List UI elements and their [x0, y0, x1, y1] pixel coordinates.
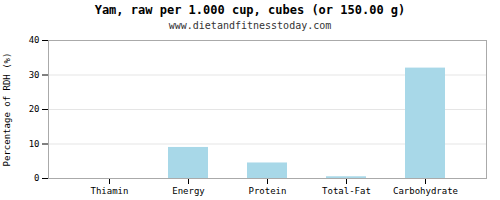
svg-text:Protein: Protein: [249, 186, 287, 196]
svg-text:Carbohydrate: Carbohydrate: [393, 186, 458, 196]
svg-text:20: 20: [29, 104, 40, 114]
svg-text:40: 40: [29, 35, 40, 45]
svg-text:Energy: Energy: [172, 186, 205, 196]
svg-text:Total-Fat: Total-Fat: [322, 186, 371, 196]
html-text:www.dietandfitnesstoday.com: www.dietandfitnesstoday.com: [168, 20, 332, 31]
svg-text:30: 30: [29, 70, 40, 80]
html-text:Yam, raw per 1.000 cup, cubes: Yam, raw per 1.000 cup, cubes (or 150.00…: [94, 3, 406, 17]
svg-text:Thiamin: Thiamin: [91, 186, 129, 196]
svg-text:0: 0: [34, 173, 39, 183]
svg-text:Percentage of RDH (%): Percentage of RDH (%): [2, 53, 12, 167]
svg-text:10: 10: [29, 139, 40, 149]
